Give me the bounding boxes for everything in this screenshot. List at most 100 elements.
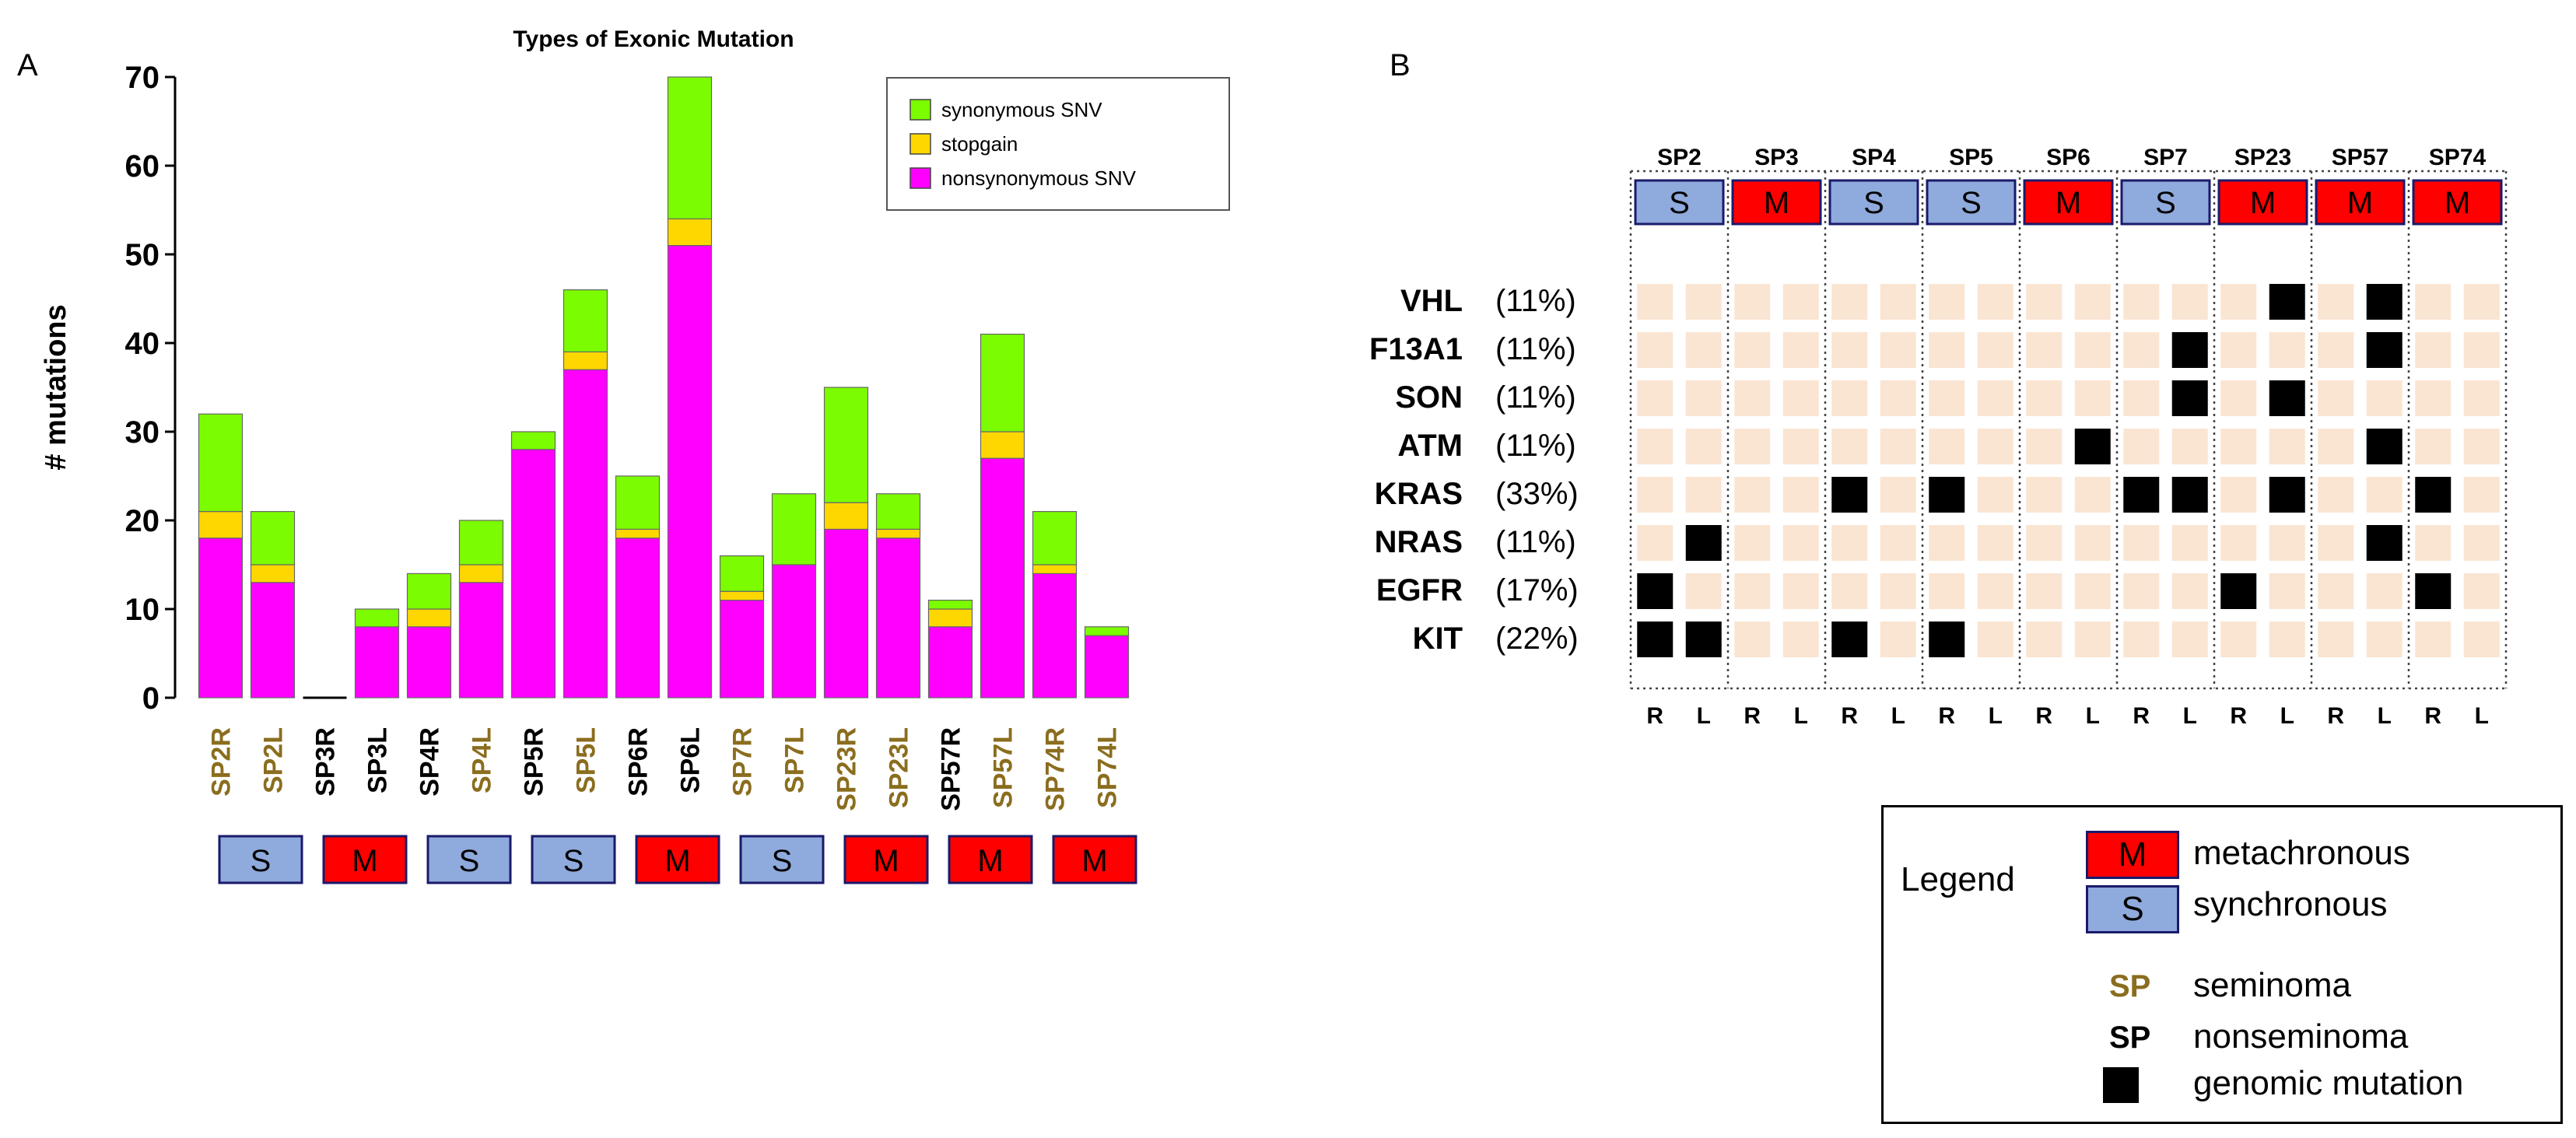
column-label-16: R (2424, 703, 2441, 729)
patient-group-label-1: S (251, 844, 272, 878)
cell-SON-1 (1685, 380, 1722, 416)
cell-ATM-10 (2123, 429, 2160, 464)
patient-group-label-2: M (352, 844, 377, 878)
patient-type-label-SP74: M (2445, 186, 2470, 220)
cell-EGFR-0 (1637, 573, 1674, 609)
cell-ATM-4 (1831, 429, 1868, 464)
cell-KIT-0 (1637, 622, 1674, 657)
bar-segment-SP4R-synonymous-snv (406, 573, 452, 610)
cell-EGFR-13 (2269, 573, 2305, 609)
gene-pct-KRAS: (33%) (1495, 477, 1579, 511)
cell-NRAS-4 (1831, 525, 1868, 561)
cell-KIT-1 (1685, 622, 1722, 657)
bar-segment-SP57L-nonsynonymous-snv (980, 457, 1025, 699)
bar-segment-SP57R-synonymous-snv (927, 599, 973, 610)
y-axis-label: # mutations (40, 304, 72, 470)
panel-label-b: B (1390, 48, 1411, 82)
column-label-11: L (2183, 703, 2197, 729)
cell-SON-12 (2220, 380, 2257, 416)
bar-segment-SP5R-synonymous-snv (510, 431, 556, 450)
gene-pct-SON: (11%) (1495, 380, 1576, 415)
cell-KIT-7 (1977, 622, 2013, 657)
cell-KRAS-12 (2220, 477, 2257, 513)
x-tick-label-SP6R: SP6R (624, 727, 654, 797)
patient-group-box-9 (1052, 835, 1137, 884)
cell-KIT-14 (2318, 622, 2354, 657)
cell-F13A1-12 (2220, 332, 2257, 368)
patient-type-label-SP2: S (1669, 186, 1690, 220)
x-tick-label-SP74L: SP74L (1093, 727, 1123, 808)
cell-NRAS-9 (2074, 525, 2111, 561)
patient-type-box-SP3 (1731, 179, 1822, 226)
cell-VHL-0 (1637, 284, 1674, 320)
cell-EGFR-1 (1685, 573, 1722, 609)
patient-name-SP6: SP6 (2046, 145, 2091, 170)
patient-type-label-SP57: M (2347, 186, 2373, 220)
bar-segment-SP4R-nonsynonymous-snv (406, 626, 452, 699)
x-tick-label-SP2L: SP2L (259, 727, 289, 793)
legend-mutation-square-icon (2103, 1067, 2139, 1103)
cell-F13A1-0 (1637, 332, 1674, 368)
cell-KIT-12 (2220, 622, 2257, 657)
cell-F13A1-17 (2463, 332, 2500, 368)
mutation-heatmap: SP2 S SP3 M SP4 S SP5 S SP6 M SP7 S SP23 M SP57 M SP74 M V… (1369, 145, 2508, 729)
cell-EGFR-10 (2123, 573, 2160, 609)
cell-KRAS-7 (1977, 477, 2013, 513)
patient-group-box-6 (739, 835, 825, 884)
cell-KRAS-0 (1637, 477, 1674, 513)
gene-label-NRAS: NRAS (1375, 525, 1463, 559)
cell-VHL-9 (2074, 284, 2111, 320)
gene-pct-NRAS: (11%) (1495, 525, 1576, 559)
cell-EGFR-6 (1929, 573, 1965, 609)
cell-SON-2 (1734, 380, 1771, 416)
patient-group-box-5 (635, 835, 720, 884)
cell-SON-6 (1929, 380, 1965, 416)
cell-ATM-14 (2318, 429, 2354, 464)
gene-label-KIT: KIT (1413, 622, 1463, 656)
cell-SON-5 (1880, 380, 1916, 416)
cell-VHL-12 (2220, 284, 2257, 320)
cell-VHL-10 (2123, 284, 2160, 320)
y-tick-label: 30 (125, 415, 160, 450)
bar-segment-SP5L-nonsynonymous-snv (563, 369, 608, 699)
column-label-10: R (2133, 703, 2150, 729)
cell-F13A1-8 (2026, 332, 2063, 368)
cell-SON-15 (2366, 380, 2403, 416)
cell-KRAS-15 (2366, 477, 2403, 513)
bar-segment-SP57R-nonsynonymous-snv (927, 626, 973, 699)
chart-legend (886, 77, 1230, 211)
legend-label-stopgain: stopgain (941, 132, 1018, 156)
bar-segment-SP57L-synonymous-snv (980, 334, 1025, 432)
patient-name-SP74: SP74 (2429, 145, 2487, 170)
bar-segment-SP5R-nonsynonymous-snv (510, 449, 556, 699)
cell-F13A1-10 (2123, 332, 2160, 368)
cell-KIT-16 (2415, 622, 2452, 657)
gene-pct-F13A1: (11%) (1495, 332, 1576, 366)
patient-group-label-8: M (977, 844, 1003, 878)
cell-SON-9 (2074, 380, 2111, 416)
cell-KRAS-10 (2123, 477, 2160, 513)
cell-F13A1-1 (1685, 332, 1722, 368)
patient-group-box-1 (218, 835, 303, 884)
cell-KIT-6 (1929, 622, 1965, 657)
bar-segment-SP7R-nonsynonymous-snv (719, 599, 765, 699)
x-tick-label-SP5L: SP5L (572, 727, 601, 793)
legend-label-nonsynonymous-snv: nonsynonymous SNV (941, 166, 1137, 190)
y-tick-label: 20 (125, 504, 160, 538)
y-tick-label: 10 (125, 593, 160, 627)
cell-KRAS-4 (1831, 477, 1868, 513)
bar-segment-SP23L-synonymous-snv (875, 493, 921, 530)
cell-VHL-3 (1782, 284, 1819, 320)
cell-VHL-11 (2171, 284, 2208, 320)
bar-segment-SP6R-nonsynonymous-snv (615, 537, 661, 699)
legend-mutation-label: genomic mutation (2193, 1064, 2464, 1102)
patient-type-label-SP4: S (1863, 186, 1884, 220)
cell-SON-4 (1831, 380, 1868, 416)
cell-KRAS-11 (2171, 477, 2208, 513)
cell-NRAS-7 (1977, 525, 2013, 561)
cell-KRAS-14 (2318, 477, 2354, 513)
cell-ATM-1 (1685, 429, 1722, 464)
legend-title: Legend (1901, 860, 2015, 898)
bar-segment-SP74L-nonsynonymous-snv (1084, 635, 1130, 699)
cell-KIT-2 (1734, 622, 1771, 657)
